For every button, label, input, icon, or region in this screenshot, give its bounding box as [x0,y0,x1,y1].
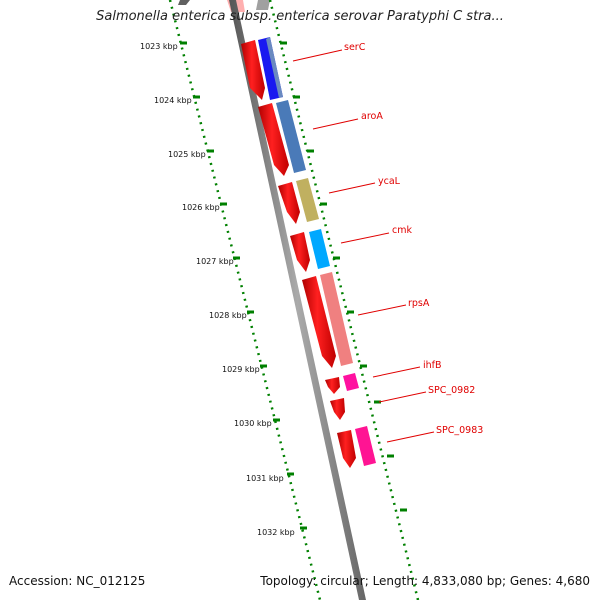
ruler-label: 1025 kbp [168,150,206,159]
cds-arrow-cmk [290,232,310,272]
ruler-label: 1031 kbp [246,474,284,483]
ruler-line-right [268,0,420,600]
gene-bar-aroA [276,100,306,173]
gene-bar-serC-edge [266,37,283,98]
genes-label: Genes: [509,574,552,588]
gene-label-serC[interactable]: serC [344,42,366,53]
leader-lines [292,49,435,443]
topology-label: Topology: [260,574,317,588]
gene-label-cmk[interactable]: cmk [392,225,412,236]
cds-arrow-SPC0983 [337,430,356,468]
gene-bar-cmk [309,229,330,269]
genes-value: 4,680 [555,574,590,588]
cds-arrow-rpsA [302,276,336,368]
gene-label-SPC0983[interactable]: SPC_0983 [436,425,483,436]
accession-value: NC_012125 [76,574,146,588]
gene-bar-rpsA [320,272,353,366]
ruler-labels: 1023 kbp 1024 kbp 1025 kbp 1026 kbp 1027… [140,42,295,537]
ruler-line-left [168,0,322,600]
ruler-label: 1023 kbp [140,42,178,51]
ruler-label: 1029 kbp [222,365,260,374]
ruler-label: 1030 kbp [234,419,272,428]
gene-bar-ihfB [343,373,359,391]
accession-info: Accession: NC_012125 [9,574,145,588]
ruler-label: 1028 kbp [209,311,247,320]
backbone [229,0,366,600]
ruler-label: 1027 kbp [196,257,234,266]
ruler-ticks-left [180,41,307,530]
map-title: Salmonella enterica subsp. enterica sero… [96,9,504,24]
gene-label-aroA[interactable]: aroA [361,111,383,122]
ruler-label: 1026 kbp [182,203,220,212]
backbone-top-cap [256,0,270,10]
faded-backbone-top [178,0,190,5]
cds-arrow-aroA [258,103,289,176]
gene-label-ycaL[interactable]: ycaL [378,176,401,187]
gene-label-rpsA[interactable]: rpsA [408,298,430,309]
cds-track [241,40,356,468]
gene-bar-SPC0983 [355,426,376,466]
cds-arrow-SPC0982 [330,398,345,420]
length-value: 4,833,080 bp [421,574,502,588]
cds-arrow-serC [241,40,265,100]
accession-label: Accession: [9,574,73,588]
cds-arrow-ycaL [278,182,300,224]
length-label: Length: [372,574,419,588]
cds-arrow-ihfB [325,377,340,394]
topology-value: circular [320,574,365,588]
gene-labels: serC aroA ycaL cmk rpsA ihfB SPC_0982 SP… [344,42,483,436]
ruler-label: 1032 kbp [257,528,295,537]
gene-bar-ycaL [296,178,319,222]
gene-label-SPC0982[interactable]: SPC_0982 [428,385,475,396]
genome-stats: Topology: circular; Length: 4,833,080 bp… [260,574,590,588]
gene-label-ihfB[interactable]: ihfB [423,360,442,371]
ruler-label: 1024 kbp [154,96,192,105]
